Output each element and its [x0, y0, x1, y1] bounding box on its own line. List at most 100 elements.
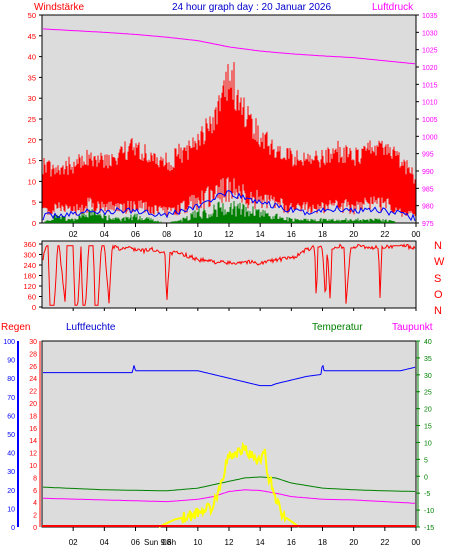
y-right-tick-label: 995 [422, 152, 434, 159]
temp-y-tick-label: 15 [424, 424, 432, 431]
temp-y-tick-label: 5 [424, 457, 428, 464]
climate-x-tick-label: 14 [256, 538, 265, 547]
direction-label-n-bottom: N [434, 305, 442, 317]
x-tick-label: 02 [69, 230, 78, 239]
climate-x-tick-label: 12 [225, 538, 234, 547]
windstaerke-series [42, 62, 416, 217]
chart-title: 24 hour graph day : 20 Januar 2026 [172, 2, 331, 13]
y-right-tick-label: 1000 [422, 134, 438, 141]
y-right-tick-label: 1015 [422, 82, 438, 89]
luftfeuchte-y-tick-label: 28 [29, 351, 37, 358]
y-left-tick-label: 20 [28, 136, 36, 145]
luftfeuchte-y-tick-label: 2 [33, 513, 37, 520]
regen-y-tick-label: 100 [3, 339, 15, 346]
direction-y-tick-label: 120 [23, 282, 36, 291]
regen-y-tick-label: 70 [7, 395, 15, 402]
windrichtung-series [42, 243, 416, 306]
regen-y-tick-label: 20 [7, 488, 15, 495]
solar-series [44, 201, 396, 223]
luftfeuchte-y-tick-label: 16 [29, 426, 37, 433]
x-tick-label: 18 [318, 230, 327, 239]
y-right-tick-label: 1025 [422, 48, 438, 55]
x-tick-label: 14 [256, 230, 265, 239]
luftfeuchte-y-tick-label: 14 [29, 438, 37, 445]
direction-labels: N W S O N [434, 240, 445, 317]
temp-y-tick-label: -15 [424, 525, 434, 532]
y-right-tick-label: 1035 [422, 13, 438, 20]
temp-y-tick-label: 10 [424, 440, 432, 447]
temp-y-tick-label: 20 [424, 407, 432, 414]
regen-y-tick-label: 40 [7, 451, 15, 458]
climate-x-tick-label: 10 [193, 538, 202, 547]
x-tick-label: 04 [100, 230, 109, 239]
sonne-series [158, 441, 300, 528]
x-tick-label: 20 [349, 230, 358, 239]
temp-y-tick-label: -10 [424, 508, 434, 515]
direction-label-o: O [434, 289, 443, 301]
luftdruck-series [42, 28, 416, 65]
luftfeuchte-y-tick-label: 26 [29, 364, 37, 371]
y-left-tick-label: 50 [28, 11, 36, 20]
direction-y-tick-label: 60 [28, 293, 36, 302]
luftfeuchte-y-tick-label: 30 [29, 339, 37, 346]
wind-direction-plot-area [41, 240, 417, 309]
luftfeuchte-y-tick-label: 18 [29, 413, 37, 420]
y-left-tick-label: 25 [28, 115, 36, 124]
climate-x-tick-label: 00 [412, 538, 421, 547]
temp-y-tick-label: 0 [424, 474, 428, 481]
luftfeuchte-y-tick-label: 24 [29, 376, 37, 383]
y-left-tick-label: 5 [32, 198, 36, 207]
climate-x-tick-label: 02 [69, 538, 78, 547]
regen-y-tick-label: 0 [11, 525, 15, 532]
regen-y-tick-label: 90 [7, 358, 15, 365]
y-right-tick-label: 1020 [422, 65, 438, 72]
luftfeuchte-y-tick-label: 6 [33, 488, 37, 495]
luftfeuchte-y-tick-label: 12 [29, 451, 37, 458]
luftfeuchte-y-tick-label: 10 [29, 463, 37, 470]
climate-x-tick-label: 16 [287, 538, 296, 547]
luftfeuchte-y-tick-label: 8 [33, 475, 37, 482]
climate-plot-area [41, 340, 417, 528]
climate-x-tick-label: 22 [380, 538, 389, 547]
regen-y-tick-label: 60 [7, 413, 15, 420]
y-left-tick-label: 0 [32, 219, 36, 228]
luftfeuchte-y-tick-label: 20 [29, 401, 37, 408]
regen-y-tick-label: 80 [7, 376, 15, 383]
x-tick-label: 22 [380, 230, 389, 239]
temp-y-tick-label: 30 [424, 373, 432, 380]
x-tick-label: 10 [193, 230, 202, 239]
taupunkt-label: Taupunkt [392, 322, 433, 333]
x-tick-label: 06 [131, 230, 140, 239]
y-left-tick-label: 30 [28, 94, 36, 103]
regen-label: Regen [1, 322, 30, 333]
y-left-tick-label: 45 [28, 32, 36, 41]
direction-y-tick-label: 180 [23, 272, 36, 281]
climate-chart: 02 04 06 08 10 12 14 16 18 20 22 000102030405060708… [3, 339, 434, 547]
x-tick-label: 08 [162, 230, 171, 239]
direction-y-tick-label: 240 [23, 261, 36, 270]
climate-x-tick-label: 04 [100, 538, 109, 547]
y-left-tick-label: 35 [28, 73, 36, 82]
luftfeuchte-y-tick-label: 0 [33, 525, 37, 532]
temp-y-tick-label: -5 [424, 491, 430, 498]
y-right-tick-label: 1005 [422, 117, 438, 124]
x-tick-label: 16 [287, 230, 296, 239]
sun-hours-label: Sun 9.6h [144, 538, 176, 547]
climate-x-tick-label: 20 [349, 538, 358, 547]
direction-y-tick-label: 300 [23, 251, 36, 260]
windstaerke-label: Windstärke [34, 2, 84, 13]
climate-x-tick-label: 18 [318, 538, 327, 547]
y-right-tick-label: 980 [422, 204, 434, 211]
direction-y-tick-label: 360 [23, 240, 36, 249]
y-left-tick-label: 40 [28, 53, 36, 62]
y-right-tick-label: 990 [422, 169, 434, 176]
temperatur-series [42, 476, 416, 492]
luftfeuchte-label: Luftfeuchte [66, 322, 116, 333]
regen-y-tick-label: 30 [7, 469, 15, 476]
climate-x-tick-label: 06 [131, 538, 140, 547]
temperatur-label: Temperatur [312, 322, 363, 333]
y-right-tick-label: 975 [422, 221, 434, 228]
y-left-tick-label: 15 [28, 157, 36, 166]
y-right-tick-label: 1030 [422, 30, 438, 37]
